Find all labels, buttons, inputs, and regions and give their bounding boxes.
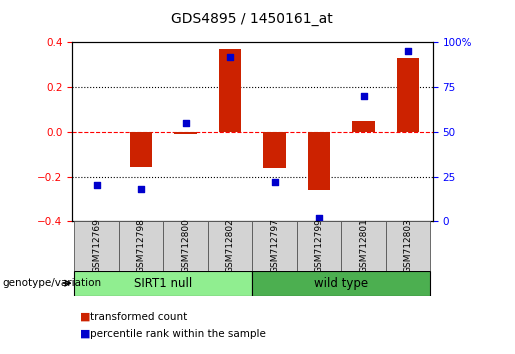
Text: GSM712769: GSM712769 — [92, 218, 101, 274]
Point — [181, 120, 190, 126]
Bar — [341, 221, 386, 271]
Bar — [130, 132, 152, 166]
Bar — [252, 271, 431, 296]
Text: GDS4895 / 1450161_at: GDS4895 / 1450161_at — [171, 12, 333, 27]
Bar — [264, 132, 286, 168]
Bar — [308, 132, 330, 190]
Text: GSM712799: GSM712799 — [315, 218, 323, 274]
Text: GSM712797: GSM712797 — [270, 218, 279, 274]
Text: ■: ■ — [80, 312, 90, 322]
Text: GSM712800: GSM712800 — [181, 218, 190, 274]
Bar — [219, 49, 241, 132]
Text: GSM712798: GSM712798 — [136, 218, 146, 274]
Bar — [252, 221, 297, 271]
Point — [315, 215, 323, 221]
Text: transformed count: transformed count — [90, 312, 187, 322]
Point — [137, 186, 145, 192]
Bar — [297, 221, 341, 271]
Text: genotype/variation: genotype/variation — [3, 278, 101, 288]
Point — [93, 183, 101, 188]
Point — [359, 93, 368, 99]
Bar — [352, 121, 375, 132]
Text: GSM712803: GSM712803 — [404, 218, 413, 274]
Text: percentile rank within the sample: percentile rank within the sample — [90, 329, 266, 339]
Point — [270, 179, 279, 185]
Bar — [74, 271, 252, 296]
Bar — [208, 221, 252, 271]
Text: ■: ■ — [80, 329, 90, 339]
Point — [404, 48, 412, 54]
Bar — [386, 221, 431, 271]
Text: GSM712802: GSM712802 — [226, 219, 235, 273]
Text: SIRT1 null: SIRT1 null — [134, 277, 193, 290]
Point — [226, 54, 234, 59]
Bar — [175, 132, 197, 134]
Text: GSM712801: GSM712801 — [359, 218, 368, 274]
Bar — [163, 221, 208, 271]
Text: wild type: wild type — [314, 277, 368, 290]
Bar — [74, 221, 119, 271]
Bar — [119, 221, 163, 271]
Bar — [397, 58, 419, 132]
